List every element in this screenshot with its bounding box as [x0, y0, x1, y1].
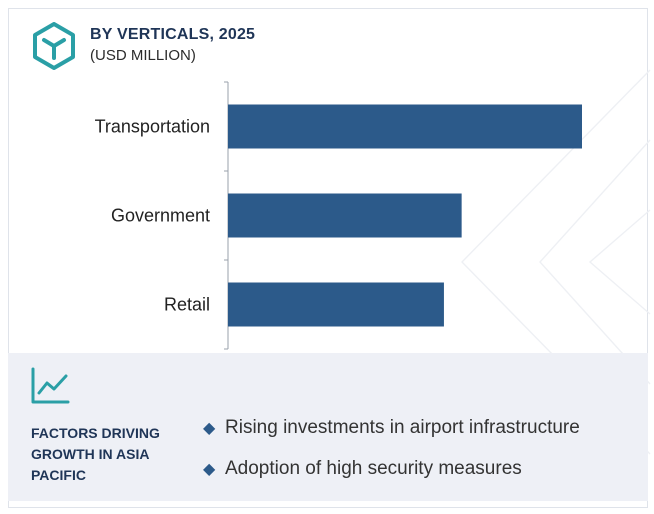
- factor-text: Rising investments in airport infrastruc…: [225, 416, 580, 438]
- factors-panel: FACTORS DRIVING GROWTH IN ASIA PACIFIC ◆…: [8, 353, 648, 501]
- bar-chart: Transportation Government Retail: [95, 81, 582, 350]
- list-item: ◆ Rising investments in airport infrastr…: [203, 407, 580, 448]
- factor-list: ◆ Rising investments in airport infrastr…: [203, 407, 580, 489]
- trend-chart-icon: [31, 367, 70, 404]
- bar-retail: [228, 282, 444, 327]
- chart-title: BY VERTICALS, 2025: [90, 26, 256, 43]
- cube-logo-icon: [33, 22, 75, 70]
- category-label: Transportation: [95, 117, 210, 137]
- diamond-bullet-icon: ◆: [203, 419, 216, 437]
- chart-subtitle: (USD MILLION): [90, 47, 196, 64]
- bar-government: [228, 193, 462, 238]
- bar-transportation: [228, 104, 582, 149]
- category-label: Government: [111, 206, 210, 226]
- category-label: Retail: [164, 295, 210, 315]
- diamond-bullet-icon: ◆: [203, 460, 216, 478]
- factor-text: Adoption of high security measures: [225, 457, 522, 479]
- factors-heading: FACTORS DRIVING GROWTH IN ASIA PACIFIC: [31, 425, 160, 483]
- list-item: ◆ Adoption of high security measures: [203, 448, 580, 489]
